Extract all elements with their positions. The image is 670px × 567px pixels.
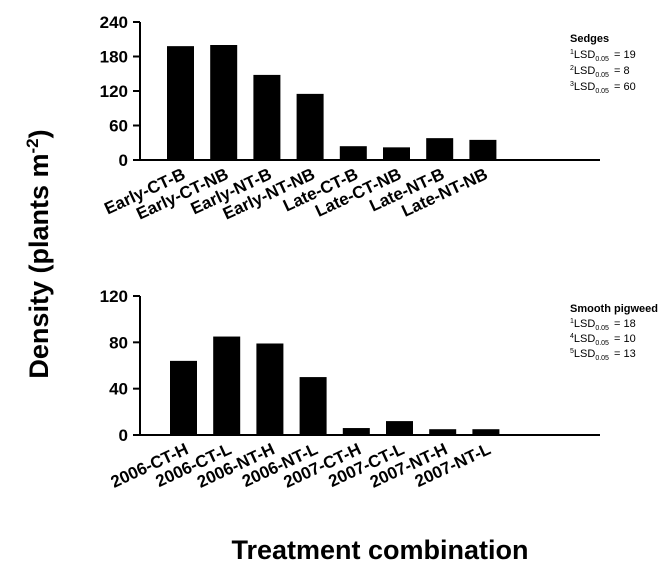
bar [426,138,454,160]
bar [296,93,324,160]
bar [299,377,327,435]
y-tick-label: 120 [100,287,128,306]
lsd-annotation: 2LSD0.05 = 8 [570,65,630,79]
y-tick-label: 0 [119,151,128,170]
y-tick-label: 40 [109,380,128,399]
lsd-annotation: 4LSD0.05 = 10 [570,333,636,347]
bar [210,45,238,160]
lsd-annotation: 5LSD0.05 = 13 [570,348,636,362]
bar [167,46,194,160]
bar [429,429,457,435]
bar [339,146,367,160]
bar [213,336,241,435]
legend-title: Smooth pigweed [570,303,658,315]
bar [253,74,281,160]
bar [469,139,497,160]
y-tick-label: 120 [100,82,128,101]
lsd-annotation: 1LSD0.05 = 18 [570,318,636,332]
panel-bottom: 040801202006-CT-H2006-CT-L2006-NT-H2006-… [100,287,658,492]
x-axis-label: Treatment combination [231,535,528,565]
y-tick-label: 60 [109,117,128,136]
y-tick-label: 80 [109,333,128,352]
lsd-annotation: 1LSD0.05 = 19 [570,49,636,63]
y-axis-label: Density (plants m-2) [23,129,54,378]
y-tick-label: 0 [119,426,128,445]
bar [386,421,413,435]
bar [170,360,197,435]
bar [383,147,410,160]
y-tick-label: 180 [100,48,128,67]
panel-top: 060120180240Early-CT-BEarly-CT-NBEarly-N… [100,13,636,224]
bar [342,428,370,435]
legend-title: Sedges [570,33,609,45]
bar [256,343,284,435]
y-tick-label: 240 [100,13,128,32]
bar [472,429,500,435]
lsd-annotation: 3LSD0.05 = 60 [570,81,636,95]
